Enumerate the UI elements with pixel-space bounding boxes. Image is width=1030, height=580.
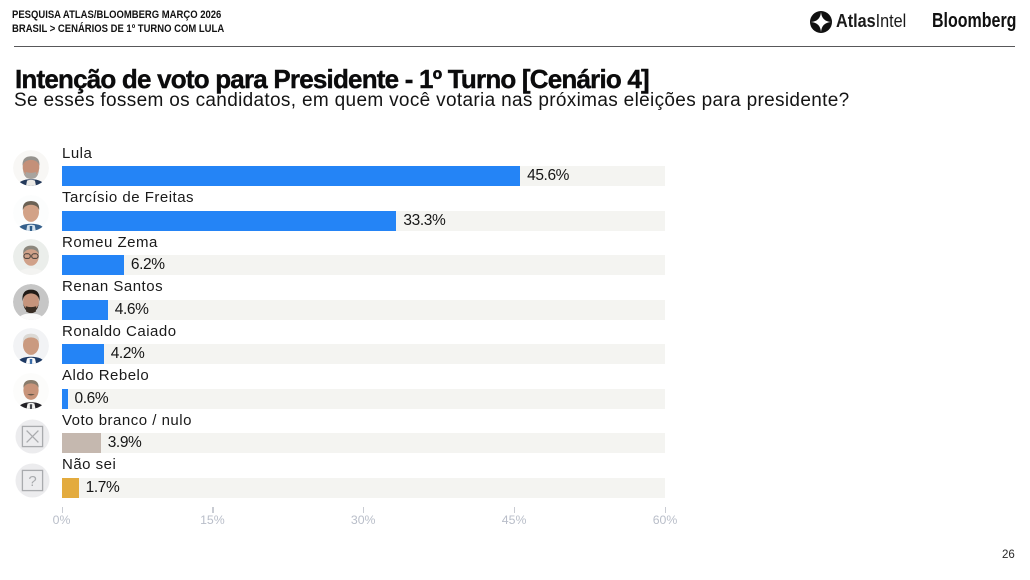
- svg-text:?: ?: [28, 473, 36, 490]
